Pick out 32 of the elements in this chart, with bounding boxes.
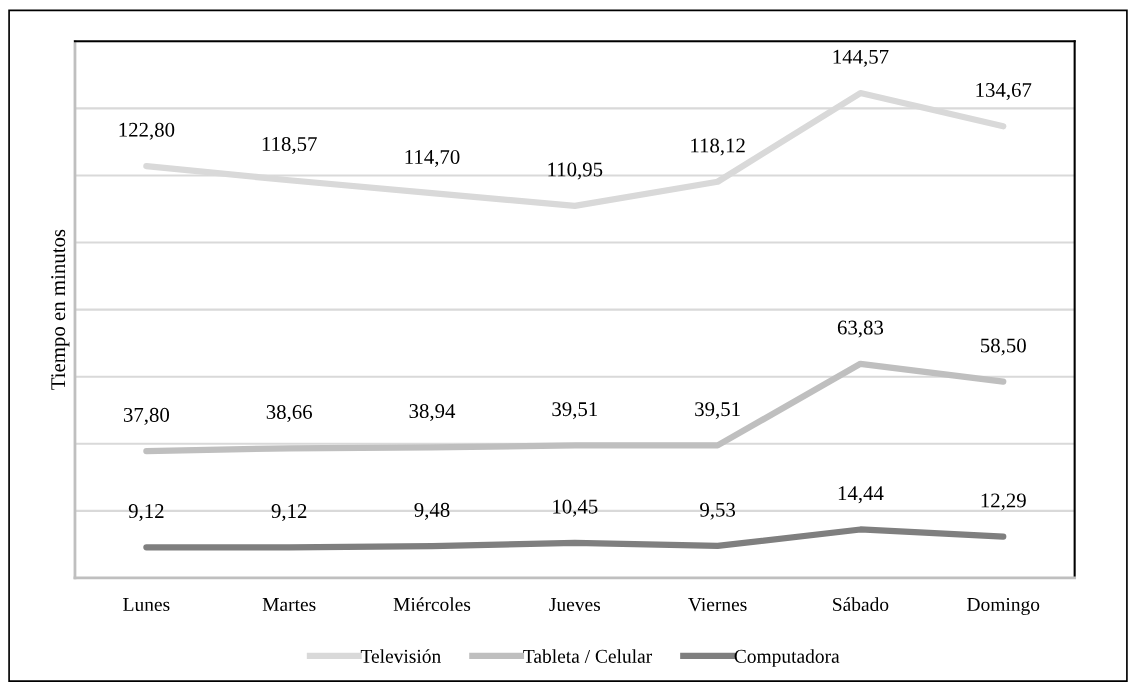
legend-label: Computadora — [734, 649, 840, 667]
data-label: 134,67 — [976, 83, 1032, 100]
data-label: 38,66 — [266, 404, 313, 423]
data-label: 12,29 — [981, 493, 1026, 511]
data-label: 9,12 — [128, 504, 164, 522]
data-label: 118,57 — [262, 136, 317, 154]
data-label: 37,80 — [123, 407, 170, 425]
x-tick-label: Lunes — [123, 598, 170, 612]
data-label: 39,51 — [552, 402, 597, 420]
data-label: 14,44 — [838, 486, 884, 504]
data-label: 9,12 — [271, 504, 307, 522]
x-tick-label: Viernes — [688, 597, 747, 612]
data-label: 9,53 — [700, 502, 736, 520]
data-label: 9,48 — [414, 502, 450, 520]
data-label: 38,94 — [409, 404, 456, 422]
x-tick-label: Jueves — [549, 598, 601, 612]
data-label: 10,45 — [553, 499, 598, 517]
data-label: 114,70 — [405, 149, 460, 167]
data-label: 58,50 — [981, 338, 1026, 356]
data-label: 63,83 — [837, 320, 884, 338]
data-label: 110,95 — [548, 162, 603, 180]
x-tick-label: Martes — [262, 598, 316, 612]
data-label: 118,12 — [691, 138, 745, 156]
data-label: 39,51 — [695, 402, 740, 420]
x-tick-label: Domingo — [967, 597, 1040, 615]
data-label: 122,80 — [119, 122, 175, 140]
y-axis-title: Tiempo en minutos — [51, 229, 70, 390]
x-tick-label: Miércoles — [393, 597, 471, 612]
legend-label: Tableta / Celular — [523, 649, 652, 663]
legend-label: Televisión — [360, 649, 441, 663]
data-label: 144,57 — [833, 49, 889, 67]
x-tick-label: Sábado — [833, 597, 889, 612]
